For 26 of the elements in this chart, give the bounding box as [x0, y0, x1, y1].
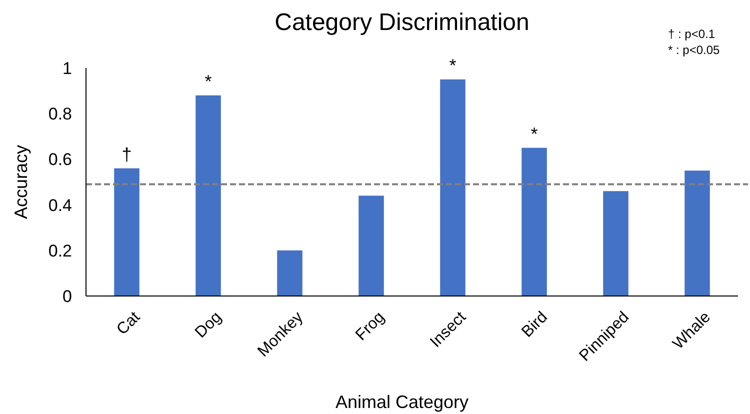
bar: [684, 170, 710, 296]
y-tick-label: 0.2: [48, 241, 72, 260]
bar: [277, 250, 302, 296]
x-tick-label: Dog: [192, 308, 225, 342]
bar: [114, 168, 140, 296]
bar: [440, 79, 466, 296]
y-tick-label: 0.4: [48, 196, 72, 215]
annotation: *: [204, 71, 212, 92]
y-tick-label: 0.6: [48, 150, 72, 170]
bar: [522, 148, 547, 296]
annotation: †: [122, 144, 132, 164]
y-axis-title: Accuracy: [11, 144, 31, 220]
bar: [196, 95, 221, 296]
y-tick-label: 1: [62, 58, 72, 78]
bar: [358, 196, 384, 296]
x-tick-label: Cat: [114, 308, 144, 338]
text: † : p<0.1: [668, 27, 716, 41]
x-axis-title: Animal Category: [335, 392, 469, 412]
bar: [603, 191, 628, 296]
annotation: *: [530, 124, 538, 144]
y-tick-label: 0.8: [48, 104, 72, 124]
y-tick-label: 0: [62, 286, 72, 306]
annotation: *: [449, 55, 456, 76]
x-tick-label: Bird: [518, 308, 551, 341]
text: * : p<0.05: [668, 43, 720, 57]
chart-title: Category Discrimination: [274, 9, 530, 36]
